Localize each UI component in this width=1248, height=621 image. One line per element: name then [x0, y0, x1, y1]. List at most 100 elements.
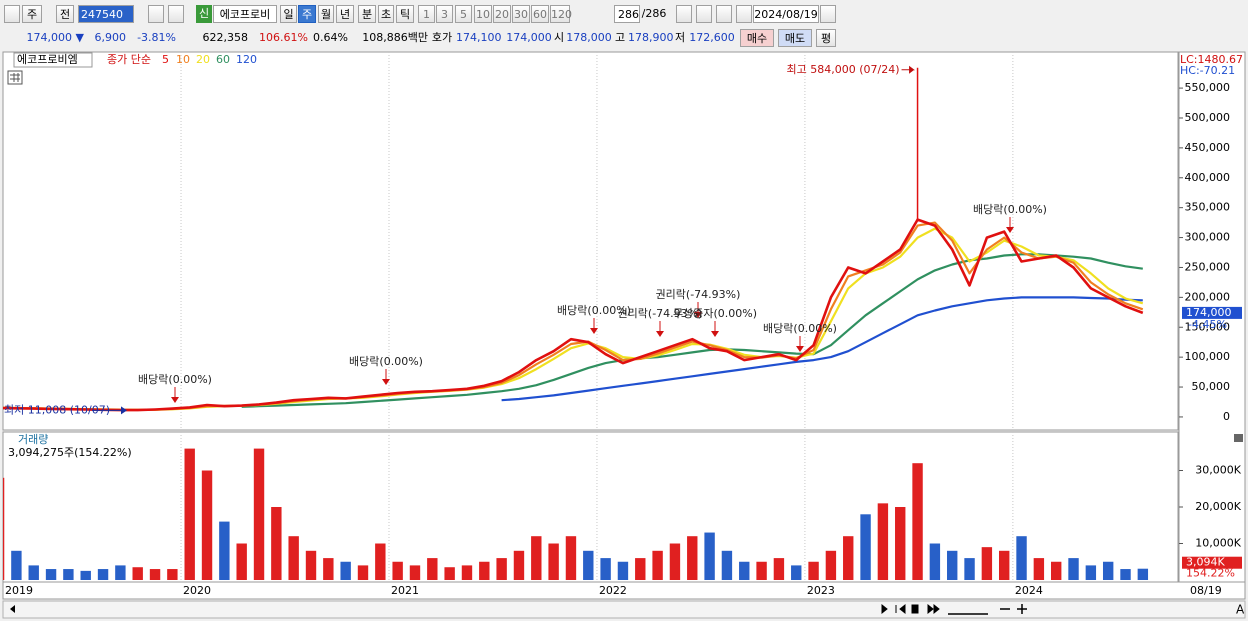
- toolbar-item: 시: [553, 31, 565, 44]
- volume-bar: [600, 558, 611, 580]
- volume-bar: [1085, 565, 1097, 580]
- toolbar-item[interactable]: 286: [614, 5, 640, 23]
- volume-bar: [652, 550, 663, 580]
- y-tick-label: 350,000: [1185, 201, 1231, 214]
- toolbar-item: 저: [674, 31, 686, 44]
- toolbar-item[interactable]: 247540: [78, 5, 134, 23]
- x-axis-panel: [2, 581, 1246, 600]
- volume-bar: [687, 536, 698, 580]
- toolbar-item[interactable]: 주: [22, 5, 42, 23]
- toolbar-item: 178,000: [566, 31, 612, 44]
- legend-title: 에코프로비엠: [17, 53, 78, 66]
- toolbar-item[interactable]: 신: [196, 5, 212, 23]
- volume-bar: [721, 550, 733, 580]
- event-label: 배당락(0.00%): [973, 203, 1047, 216]
- toolbar-icon[interactable]: [676, 5, 692, 23]
- volume-bar: [357, 565, 369, 580]
- event-label: 권리락(-74.93%): [656, 288, 741, 301]
- toolbar-item[interactable]: 전: [56, 5, 74, 23]
- toolbar-icon[interactable]: [736, 5, 752, 23]
- volume-bar: [912, 463, 923, 580]
- volume-plot: [3, 432, 1149, 582]
- toolbar-item[interactable]: 60: [531, 5, 549, 23]
- toolbar-item[interactable]: 에코프로비: [213, 5, 277, 23]
- y-tick-label: 0: [1223, 410, 1230, 423]
- toolbar-icon[interactable]: [168, 5, 184, 23]
- legend-title-box: [13, 52, 93, 68]
- volume-bar: [253, 448, 265, 580]
- legend-entry: 120: [236, 53, 257, 66]
- volume-bar: [791, 565, 802, 580]
- lc-label: LC:1480.67: [1180, 53, 1243, 66]
- event-arrow-head: [694, 312, 702, 318]
- event-label: 무상증자(0.00%): [673, 307, 757, 320]
- hc-label: HC:-70.21: [1180, 64, 1235, 77]
- volume-bar: [45, 569, 57, 580]
- toolbar-item: 172,600: [689, 31, 735, 44]
- y-tick-label: 150,000: [1185, 320, 1231, 333]
- event-arrow-head: [656, 331, 664, 337]
- toolbar-item: /286: [641, 7, 667, 20]
- toolbar-item[interactable]: 매수: [740, 29, 774, 47]
- toolbar-icon[interactable]: [148, 5, 164, 23]
- scroll-controls[interactable]: [881, 603, 940, 615]
- toolbar-item[interactable]: 2024/08/19: [753, 5, 819, 23]
- zoom-controls[interactable]: [948, 604, 1027, 615]
- volume-bar: [427, 558, 438, 580]
- event-label: 배당락(0.00%): [557, 304, 631, 317]
- volume-bar: [97, 569, 109, 580]
- y-tick-label: 50,000: [1192, 380, 1231, 393]
- table-icon[interactable]: [7, 70, 23, 85]
- toolbar-item[interactable]: 1: [418, 5, 435, 23]
- toolbar-item[interactable]: 분: [358, 5, 376, 23]
- toolbar-item[interactable]: 30: [512, 5, 530, 23]
- volume-bar: [1068, 558, 1079, 580]
- volume-bar: [63, 569, 74, 580]
- volume-bar: [340, 561, 351, 580]
- toolbar-item[interactable]: 틱: [396, 5, 414, 23]
- toolbar-item[interactable]: 매도: [778, 29, 812, 47]
- y-tick-label: 400,000: [1185, 171, 1231, 184]
- toolbar-item[interactable]: 초: [378, 5, 394, 23]
- toolbar-item: 174,000 ▼: [26, 31, 84, 44]
- x-tick-label: 2020: [183, 584, 211, 597]
- toolbar-item[interactable]: 10: [474, 5, 492, 23]
- volume-bar: [531, 536, 542, 580]
- volume-bar: [271, 507, 282, 580]
- auto-icon[interactable]: A: [1236, 603, 1245, 617]
- y-tick-label: 100,000: [1185, 350, 1231, 363]
- toolbar-icon[interactable]: [696, 5, 712, 23]
- toolbar-item: 622,358: [202, 31, 249, 44]
- toolbar-item: 호가: [431, 31, 453, 44]
- volume-bar: [843, 536, 854, 580]
- toolbar-item[interactable]: 일: [280, 5, 297, 23]
- toolbar-item[interactable]: 120: [550, 5, 572, 23]
- volume-bar: [825, 550, 837, 580]
- toolbar-icon[interactable]: [820, 5, 836, 23]
- scrollbar[interactable]: [2, 600, 1246, 619]
- scroll-left[interactable]: [10, 605, 15, 613]
- volume-bar: [375, 543, 386, 580]
- volume-bar: [808, 561, 819, 580]
- x-tick-label: 2019: [5, 584, 33, 597]
- legend-prefix: 종가 단순: [107, 53, 151, 66]
- volume-bar: [1033, 558, 1045, 580]
- volume-bar: [323, 558, 334, 580]
- toolbar-icon[interactable]: [4, 5, 20, 23]
- toolbar-item[interactable]: 5: [455, 5, 472, 23]
- toolbar-item[interactable]: 3: [436, 5, 453, 23]
- toolbar-item[interactable]: 월: [318, 5, 334, 23]
- volume-bar: [201, 470, 213, 580]
- toolbar-item[interactable]: 평: [816, 29, 836, 47]
- toolbar-item: 178,900: [628, 31, 674, 44]
- volume-y-tick-label: 10,000K: [1195, 537, 1241, 550]
- toolbar-item[interactable]: 20: [493, 5, 511, 23]
- toolbar-icon[interactable]: [716, 5, 732, 23]
- volume-bar: [1102, 561, 1114, 580]
- toolbar-item: -3.81%: [137, 31, 176, 44]
- toolbar-item[interactable]: 년: [336, 5, 354, 23]
- volume-bar: [773, 558, 785, 580]
- volume-bar: [617, 561, 629, 580]
- toolbar-item[interactable]: 주: [298, 5, 316, 23]
- panel-close[interactable]: [1234, 434, 1243, 442]
